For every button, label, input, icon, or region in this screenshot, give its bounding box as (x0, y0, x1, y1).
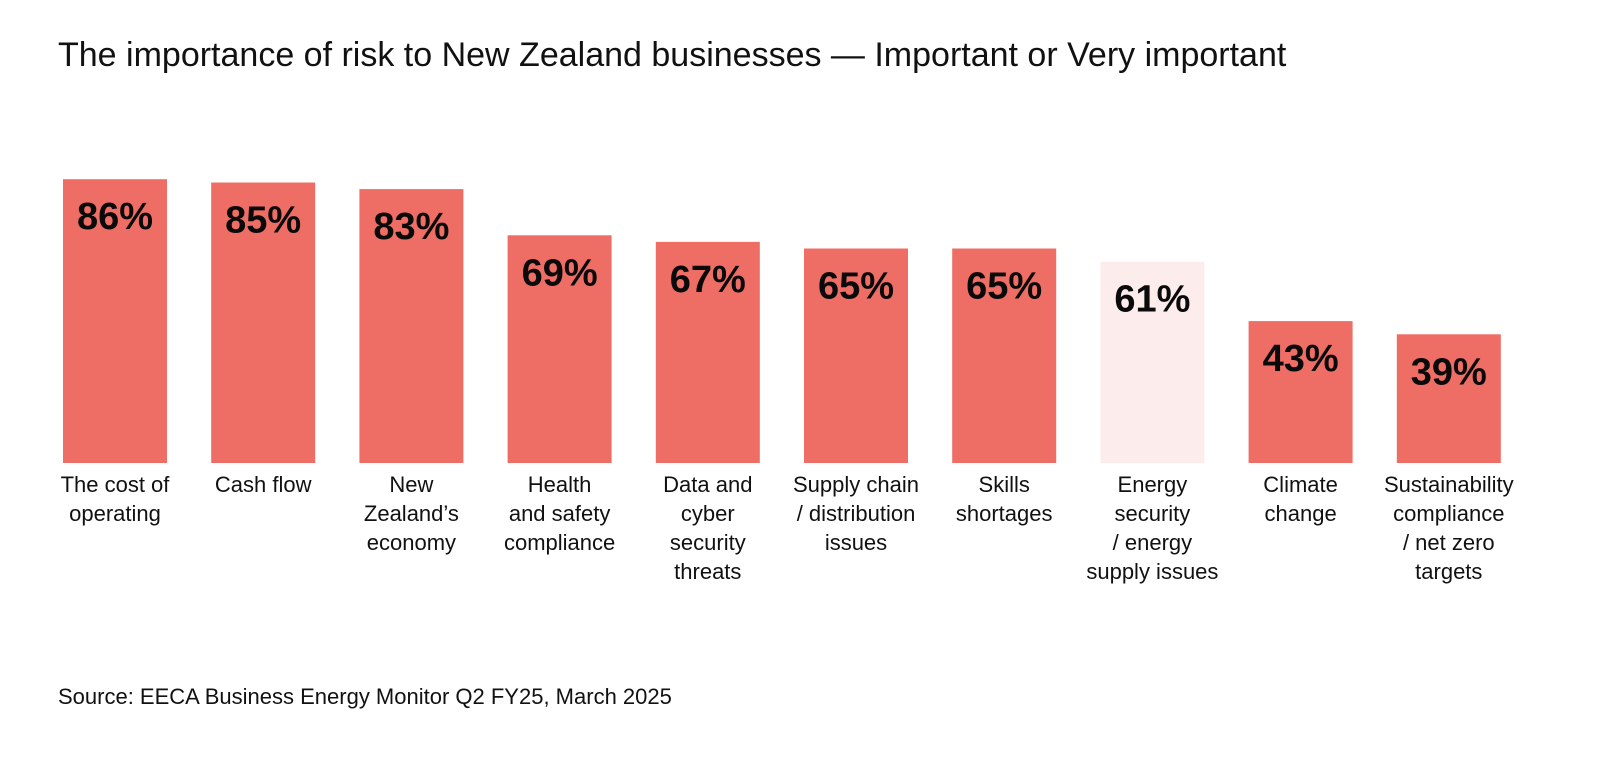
category-label-8: Energy security / energy supply issues (1086, 472, 1219, 584)
category-label-10: Sustainability compliance / net zero target… (1383, 472, 1514, 584)
bar-6 (804, 248, 908, 463)
bar-2 (211, 182, 316, 463)
category-label-5: Data and cyber security threats (663, 472, 753, 584)
bar-10 (1396, 334, 1501, 463)
bar-9 (1248, 321, 1353, 463)
value-label-9: 43% (1263, 338, 1339, 380)
bar-3 (359, 189, 464, 463)
category-label-7: Skills shortages (955, 472, 1053, 526)
category-label-1: The cost of operating (60, 472, 170, 526)
category-label-6: Supply chain / distribution issues (793, 472, 919, 555)
value-label-6: 65% (818, 266, 894, 308)
bar-8 (1100, 261, 1205, 463)
category-label-9: Climate change (1263, 472, 1338, 526)
category-label-4: Health and safety compliance (503, 472, 616, 555)
value-label-7: 65% (966, 266, 1042, 308)
value-label-4: 69% (522, 252, 598, 294)
bar-5 (655, 241, 760, 463)
value-label-10: 39% (1411, 351, 1487, 393)
value-label-2: 85% (225, 200, 301, 242)
value-label-8: 61% (1114, 279, 1190, 321)
bar-4 (507, 235, 612, 463)
value-label-3: 83% (373, 206, 449, 248)
bar-1 (63, 179, 167, 463)
category-label-3: New Zealand’s economy (363, 472, 459, 555)
bar-7 (952, 248, 1057, 463)
category-label-2: Cash flow (214, 472, 312, 497)
value-label-5: 67% (670, 259, 746, 301)
value-label-1: 86% (77, 196, 153, 238)
source-note: Source: EECA Business Energy Monitor Q2 … (58, 684, 672, 709)
chart-title: The importance of risk to New Zealand bu… (58, 36, 1287, 74)
